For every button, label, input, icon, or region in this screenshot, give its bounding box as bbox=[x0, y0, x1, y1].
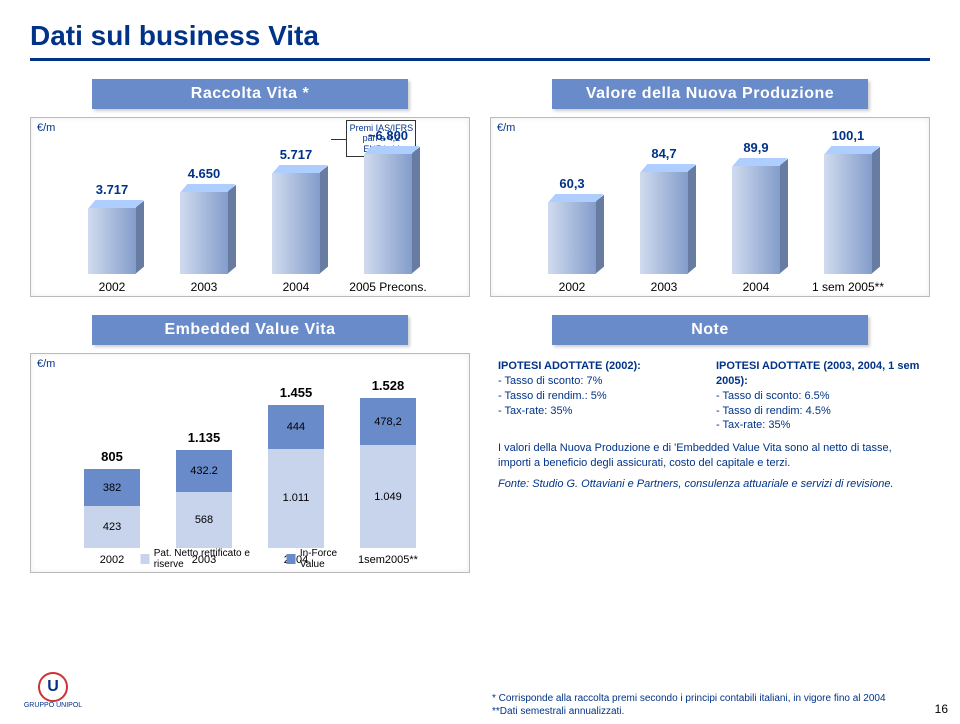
bar-segment: 478,2 bbox=[360, 398, 416, 445]
raccolta-header: Raccolta Vita * bbox=[92, 79, 409, 109]
legend-item: In-Force Value bbox=[287, 548, 360, 570]
valore-chart: €/m 60,32002 84,72003 89,92004 100,11 sem 2… bbox=[490, 117, 930, 297]
ev-unit: €/m bbox=[37, 358, 55, 370]
note-paragraphs: I valori della Nuova Produzione e di 'Em… bbox=[498, 441, 922, 492]
chart-bar: 89,92004 bbox=[732, 166, 780, 274]
stacked-bar: 1.049478,21.5281sem2005** bbox=[360, 398, 416, 548]
chart-bar: 4.6502003 bbox=[180, 192, 228, 274]
spacer bbox=[30, 297, 930, 315]
bar-total: 1.135 bbox=[188, 430, 221, 445]
raccolta-col: Raccolta Vita * €/m Premi IAS/IFRS pari … bbox=[30, 79, 470, 297]
note-header: Note bbox=[552, 315, 869, 345]
note-col: Note IPOTESI ADOTTATE (2002):- Tasso di … bbox=[490, 315, 930, 573]
raccolta-bars: 3.7172002 4.6502003 5.7172004 ~6.8002005 Pr… bbox=[66, 144, 434, 274]
chart-bar: 60,32002 bbox=[548, 202, 596, 274]
chart-bar: 100,11 sem 2005** bbox=[824, 154, 872, 274]
hypotheses: IPOTESI ADOTTATE (2002):- Tasso di scont… bbox=[498, 359, 922, 433]
valore-unit: €/m bbox=[497, 122, 515, 134]
stacked-bar: 4233828052002 bbox=[84, 469, 140, 548]
ev-chart: €/m 4233828052002568432.21.13520031.0114… bbox=[30, 353, 470, 573]
valore-header: Valore della Nuova Produzione bbox=[552, 79, 869, 109]
ev-header: Embedded Value Vita bbox=[92, 315, 409, 345]
title-underline bbox=[30, 58, 930, 61]
chart-bar: ~6.8002005 Precons. bbox=[364, 154, 412, 274]
ev-bars: 4233828052002568432.21.13520031.0114441.… bbox=[66, 388, 434, 548]
chart-bar: 84,72003 bbox=[640, 172, 688, 274]
valore-col: Valore della Nuova Produzione €/m 60,320… bbox=[490, 79, 930, 297]
bar-total: 805 bbox=[101, 449, 123, 464]
hypothesis: IPOTESI ADOTTATE (2002):- Tasso di scont… bbox=[498, 359, 704, 433]
note-paragraph: I valori della Nuova Produzione e di 'Em… bbox=[498, 441, 922, 471]
top-row: Raccolta Vita * €/m Premi IAS/IFRS pari … bbox=[30, 79, 930, 297]
bar-category: 2002 bbox=[100, 554, 124, 566]
page-title: Dati sul business Vita bbox=[30, 20, 930, 52]
bar-segment: 1.049 bbox=[360, 445, 416, 548]
bar-segment: 1.011 bbox=[268, 449, 324, 548]
bar-total: 1.455 bbox=[280, 385, 313, 400]
logo-text: GRUPPO UNIPOL bbox=[24, 702, 82, 709]
legend-item: Pat. Netto rettificato e riserve bbox=[141, 548, 273, 570]
bar-total: 1.528 bbox=[372, 378, 405, 393]
bar-segment: 423 bbox=[84, 506, 140, 548]
chart-bar: 5.7172004 bbox=[272, 173, 320, 274]
footnotes: * Corrisponde alla raccolta premi second… bbox=[492, 693, 932, 718]
bar-segment: 432.2 bbox=[176, 450, 232, 492]
ev-legend: Pat. Netto rettificato e riserve In-Force… bbox=[141, 548, 360, 570]
logo-icon: U bbox=[38, 672, 68, 702]
chart-bar: 3.7172002 bbox=[88, 208, 136, 274]
raccolta-unit: €/m bbox=[37, 122, 55, 134]
note-paragraph: Fonte: Studio G. Ottaviani e Partners, c… bbox=[498, 477, 922, 492]
page-number: 16 bbox=[935, 702, 948, 716]
bar-category: 1sem2005** bbox=[358, 554, 418, 566]
note-body: IPOTESI ADOTTATE (2002):- Tasso di scont… bbox=[490, 353, 930, 502]
bar-segment: 568 bbox=[176, 492, 232, 548]
logo: U GRUPPO UNIPOL bbox=[18, 668, 88, 712]
raccolta-chart: €/m Premi IAS/IFRS pari a 4,2 EUR/mld 3.… bbox=[30, 117, 470, 297]
bar-segment: 444 bbox=[268, 405, 324, 449]
valore-bars: 60,32002 84,72003 89,92004 100,11 sem 2005*… bbox=[526, 144, 894, 274]
bottom-row: Embedded Value Vita €/m 4233828052002568… bbox=[30, 315, 930, 573]
stacked-bar: 1.0114441.4552004 bbox=[268, 405, 324, 548]
stacked-bar: 568432.21.1352003 bbox=[176, 450, 232, 548]
hypothesis: IPOTESI ADOTTATE (2003, 2004, 1 sem 2005… bbox=[716, 359, 922, 433]
bar-segment: 382 bbox=[84, 469, 140, 507]
ev-col: Embedded Value Vita €/m 4233828052002568… bbox=[30, 315, 470, 573]
